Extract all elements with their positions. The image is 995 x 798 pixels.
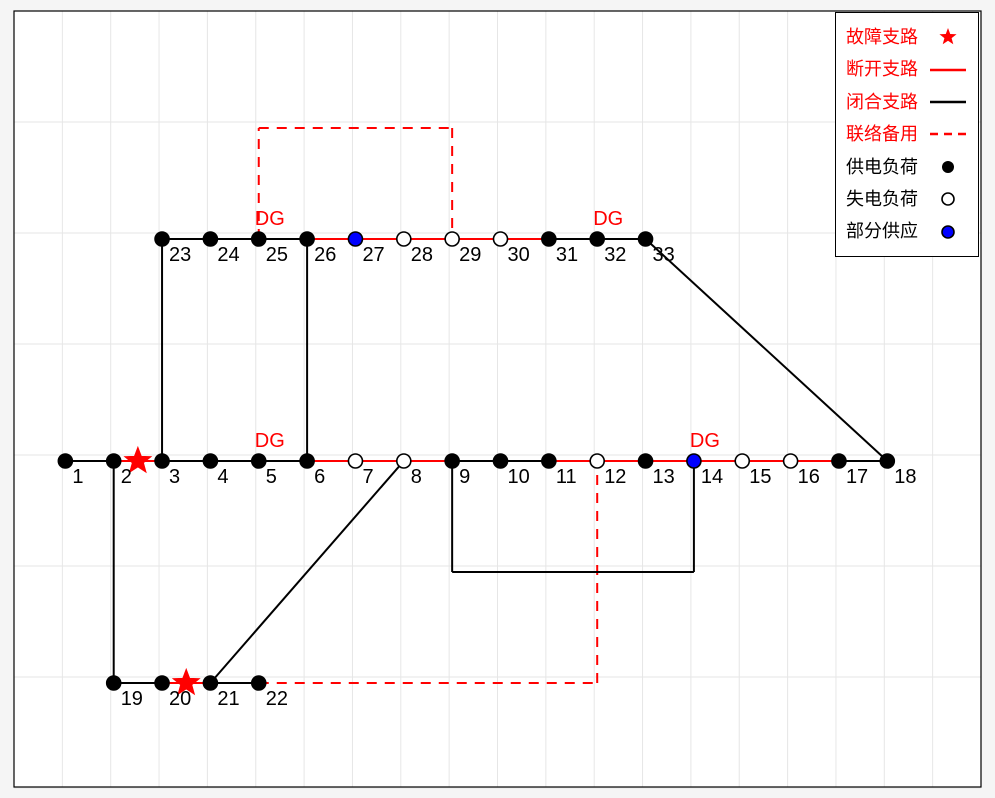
legend-label: 供电负荷 (846, 151, 918, 183)
node-label-15: 15 (749, 466, 771, 488)
node-7 (348, 454, 362, 468)
legend-symbol (928, 222, 968, 242)
node-17 (832, 454, 846, 468)
dg-label: DG (690, 430, 720, 452)
node-15 (735, 454, 749, 468)
node-label-21: 21 (217, 688, 239, 710)
dg-label: DG (255, 208, 285, 230)
legend-item: 供电负荷 (846, 151, 968, 183)
node-16 (784, 454, 798, 468)
node-label-20: 20 (169, 688, 191, 710)
node-label-10: 10 (508, 466, 530, 488)
dg-label: DG (593, 208, 623, 230)
node-3 (155, 454, 169, 468)
node-label-26: 26 (314, 244, 336, 266)
node-29 (445, 232, 459, 246)
legend-item: 联络备用 (846, 118, 968, 150)
legend-label: 闭合支路 (846, 86, 918, 118)
node-13 (639, 454, 653, 468)
node-label-22: 22 (266, 688, 288, 710)
node-12 (590, 454, 604, 468)
legend-label: 断开支路 (846, 53, 918, 85)
node-28 (397, 232, 411, 246)
node-label-12: 12 (604, 466, 626, 488)
node-label-30: 30 (508, 244, 530, 266)
node-label-23: 23 (169, 244, 191, 266)
legend-item: 断开支路 (846, 53, 968, 85)
node-label-33: 33 (653, 244, 675, 266)
node-21 (203, 676, 217, 690)
node-label-32: 32 (604, 244, 626, 266)
node-label-11: 11 (556, 466, 577, 488)
legend-symbol (928, 189, 968, 209)
node-label-9: 9 (459, 466, 470, 488)
node-label-28: 28 (411, 244, 433, 266)
node-27 (348, 232, 362, 246)
legend-label: 联络备用 (846, 118, 918, 150)
node-label-19: 19 (121, 688, 143, 710)
node-label-5: 5 (266, 466, 277, 488)
node-8 (397, 454, 411, 468)
node-24 (203, 232, 217, 246)
node-label-7: 7 (362, 466, 373, 488)
node-label-18: 18 (894, 466, 916, 488)
dg-label: DG (255, 430, 285, 452)
node-1 (58, 454, 72, 468)
legend-item: 失电负荷 (846, 183, 968, 215)
legend-symbol (928, 124, 968, 144)
node-23 (155, 232, 169, 246)
node-label-29: 29 (459, 244, 481, 266)
node-5 (252, 454, 266, 468)
legend-item: 故障支路 (846, 21, 968, 53)
legend-label: 失电负荷 (846, 183, 918, 215)
node-label-13: 13 (653, 466, 675, 488)
node-label-14: 14 (701, 466, 723, 488)
node-30 (494, 232, 508, 246)
node-label-24: 24 (217, 244, 239, 266)
node-label-1: 1 (72, 466, 83, 488)
legend-box: 故障支路断开支路闭合支路联络备用供电负荷失电负荷部分供应 (835, 12, 979, 257)
legend-symbol (928, 157, 968, 177)
node-label-4: 4 (217, 466, 228, 488)
node-25 (252, 232, 266, 246)
legend-item: 部分供应 (846, 215, 968, 247)
network-diagram: 1234567891011121314151617181920212223242… (0, 0, 995, 798)
node-33 (639, 232, 653, 246)
node-31 (542, 232, 556, 246)
node-label-8: 8 (411, 466, 422, 488)
node-label-25: 25 (266, 244, 288, 266)
node-label-2: 2 (121, 466, 132, 488)
legend-label: 部分供应 (846, 215, 918, 247)
node-22 (252, 676, 266, 690)
node-label-16: 16 (798, 466, 820, 488)
node-26 (300, 232, 314, 246)
node-label-31: 31 (556, 244, 578, 266)
node-20 (155, 676, 169, 690)
legend-symbol (928, 92, 968, 112)
legend-item: 闭合支路 (846, 86, 968, 118)
legend-symbol (928, 27, 968, 47)
node-14 (687, 454, 701, 468)
legend-symbol (928, 60, 968, 80)
node-18 (880, 454, 894, 468)
node-11 (542, 454, 556, 468)
node-2 (107, 454, 121, 468)
legend-label: 故障支路 (846, 21, 918, 53)
node-6 (300, 454, 314, 468)
node-10 (494, 454, 508, 468)
node-9 (445, 454, 459, 468)
node-4 (203, 454, 217, 468)
node-19 (107, 676, 121, 690)
node-label-3: 3 (169, 466, 180, 488)
node-32 (590, 232, 604, 246)
node-label-17: 17 (846, 466, 868, 488)
node-label-6: 6 (314, 466, 325, 488)
node-label-27: 27 (362, 244, 384, 266)
